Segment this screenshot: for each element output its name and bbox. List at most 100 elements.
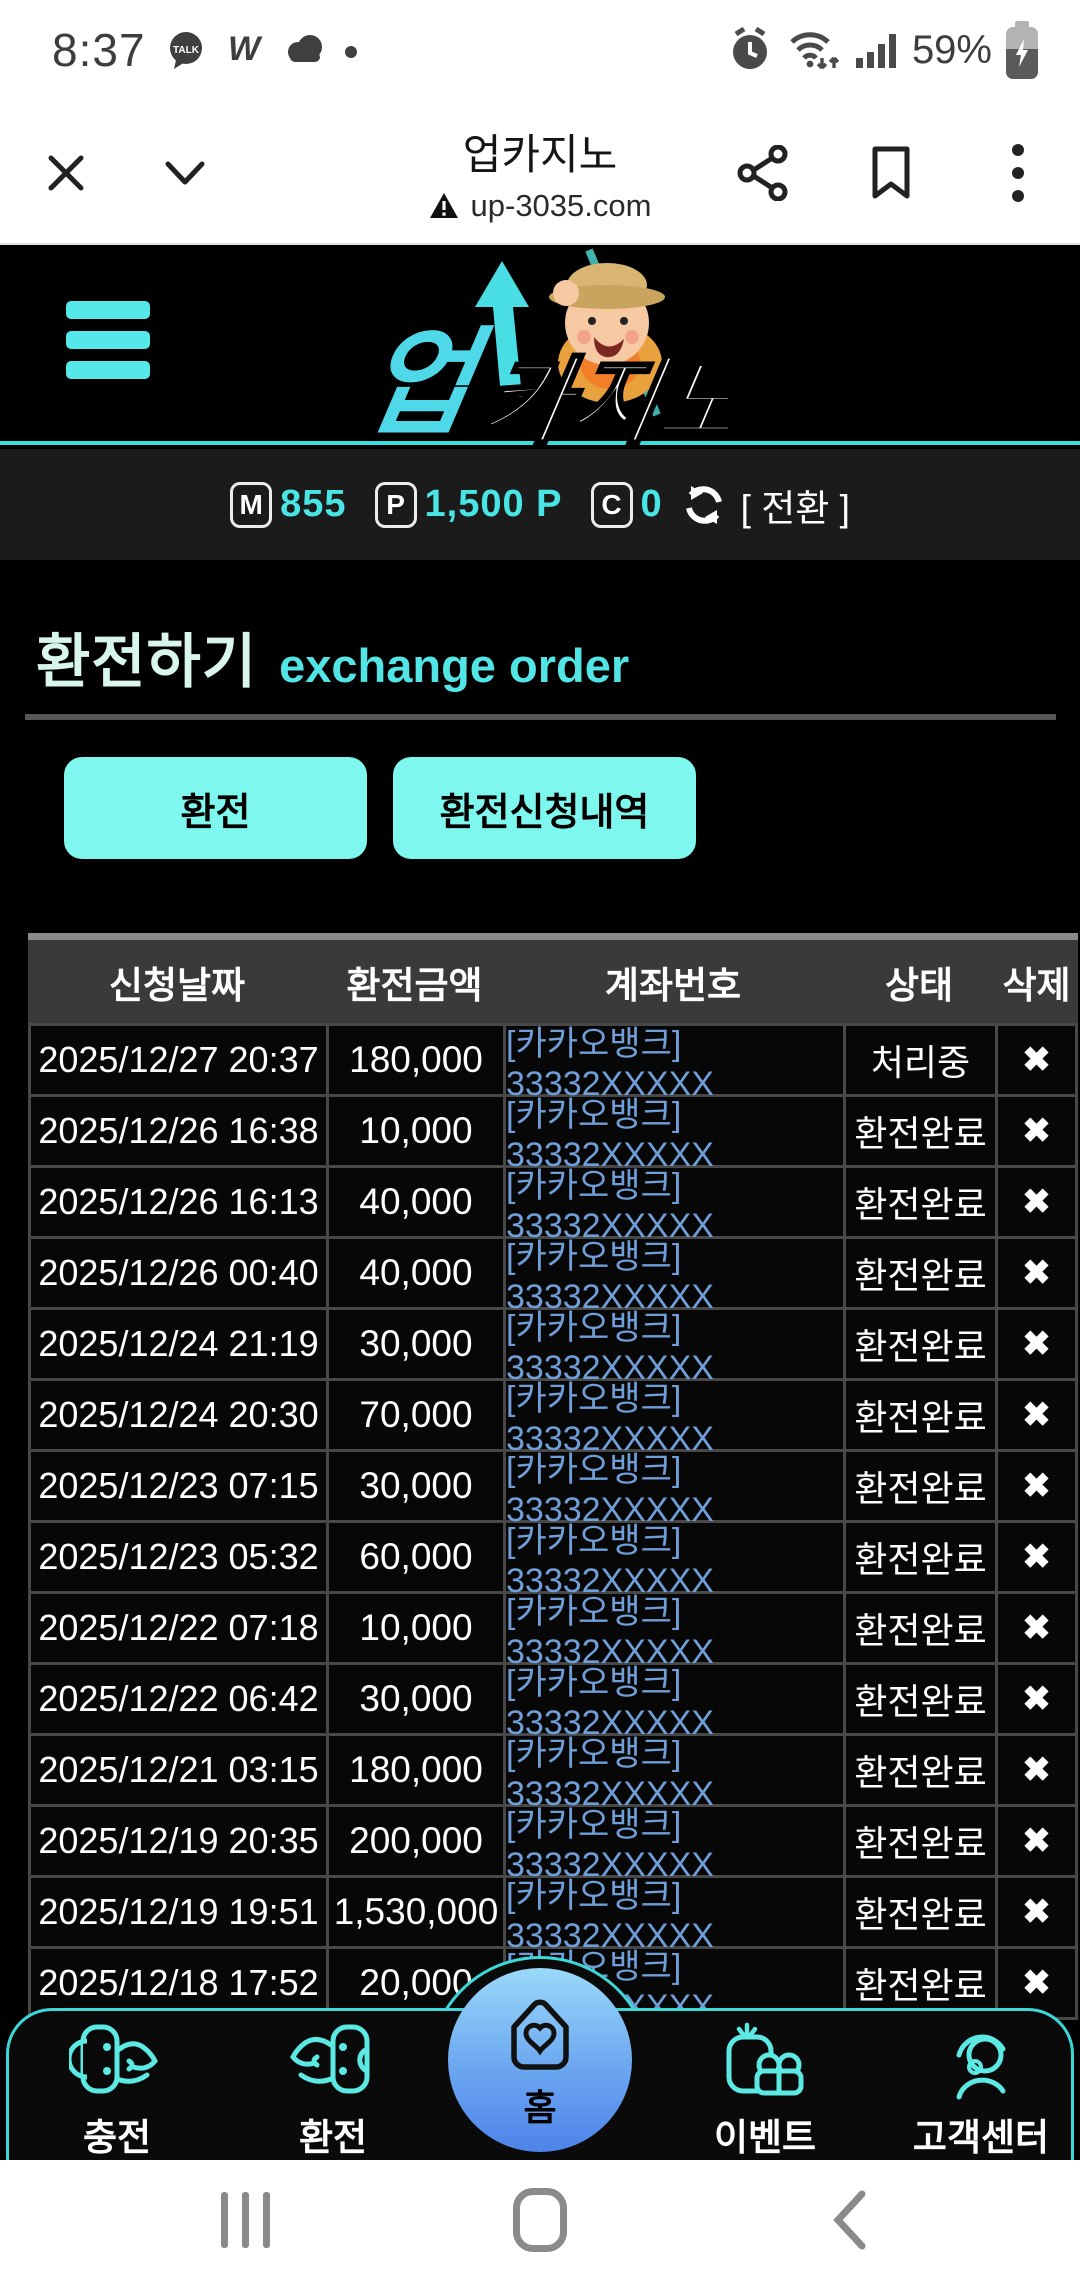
delete-row-button[interactable]: ✖ (995, 1523, 1075, 1591)
delete-row-button[interactable]: ✖ (995, 1878, 1075, 1946)
table-row: 2025/12/27 20:37 180,000 [카카오뱅크] 33332XX… (31, 1023, 1075, 1103)
share-icon (737, 144, 788, 201)
hamburger-menu-button[interactable] (66, 301, 150, 379)
point-balance: P 1,500 P (374, 481, 563, 528)
nav-item-deposit[interactable]: 충전 (37, 2021, 197, 2161)
notification-dot (344, 46, 357, 58)
cell-account-link[interactable]: [카카오뱅크] 33332XXXXX (503, 1877, 843, 1955)
w-app-icon: W (227, 30, 262, 68)
mascot-image (549, 248, 665, 417)
headset-person-icon (956, 2034, 1006, 2100)
cell-amount: 40,000 (326, 1239, 503, 1307)
cell-amount: 30,000 (326, 1452, 503, 1520)
cell-date: 2025/12/26 16:38 (31, 1097, 326, 1165)
exchange-history-button[interactable]: 환전신청내역 (393, 757, 696, 859)
recents-button[interactable] (190, 2160, 300, 2280)
table-row: 2025/12/26 00:40 40,000 [카카오뱅크] 33332XXX… (31, 1236, 1075, 1316)
cell-status: 환전완료 (843, 1594, 995, 1662)
android-navigation-bar (0, 2160, 1080, 2280)
balance-bar: M 855 P 1,500 P C 0 [ 전환 ] (0, 449, 1080, 560)
cell-amount: 1,530,000 (326, 1878, 503, 1946)
exchange-history-table: 신청날짜 환전금액 계좌번호 상태 삭제 2025/12/27 20:37 18… (28, 933, 1078, 2026)
cell-status: 환전완료 (843, 1523, 995, 1591)
page-title: 환전하기 exchange order (36, 614, 629, 699)
delete-row-button[interactable]: ✖ (995, 1736, 1075, 1804)
delete-row-button[interactable]: ✖ (995, 1097, 1075, 1165)
close-tab-button[interactable] (36, 100, 96, 245)
money-badge: M (230, 481, 273, 528)
share-button[interactable] (733, 100, 795, 245)
url-text: up-3035.com (470, 188, 652, 223)
cell-amount: 30,000 (326, 1665, 503, 1733)
delete-row-button[interactable]: ✖ (995, 1381, 1075, 1449)
cell-amount: 70,000 (326, 1381, 503, 1449)
signal-icon (855, 34, 896, 68)
close-icon (48, 155, 84, 190)
cell-account-link[interactable]: [카카오뱅크] 33332XXXXX (503, 1593, 843, 1671)
coupon-badge: C (590, 481, 633, 528)
delete-row-button[interactable]: ✖ (995, 1239, 1075, 1307)
bookmark-button[interactable] (860, 100, 922, 245)
nav-item-home[interactable]: 홈 (448, 1968, 632, 2152)
exchange-button[interactable]: 환전 (64, 757, 367, 859)
cell-account-link[interactable]: [카카오뱅크] 33332XXXXX (503, 1451, 843, 1529)
battery-percent: 59% (911, 27, 992, 72)
cell-status: 환전완료 (843, 1310, 995, 1378)
site-logo[interactable]: 업 카지노 (352, 245, 758, 457)
deposit-icon (69, 2024, 158, 2094)
delete-row-button[interactable]: ✖ (995, 1807, 1075, 1875)
collapse-button[interactable] (150, 100, 220, 245)
cell-account-link[interactable]: [카카오뱅크] 33332XXXXX (503, 1309, 843, 1387)
table-body: 2025/12/27 20:37 180,000 [카카오뱅크] 33332XX… (28, 1023, 1078, 2026)
cell-account-link[interactable]: [카카오뱅크] 33332XXXXX (503, 1522, 843, 1600)
cell-account-link[interactable]: [카카오뱅크] 33332XXXXX (503, 1167, 843, 1245)
coupon-balance: C 0 (590, 481, 663, 528)
nav-item-events[interactable]: 이벤트 (685, 2021, 845, 2161)
delete-row-button[interactable]: ✖ (995, 1452, 1075, 1520)
action-buttons: 환전 환전신청내역 (64, 757, 696, 859)
cell-account-link[interactable]: [카카오뱅크] 33332XXXXX (503, 1806, 843, 1884)
nav-item-support[interactable]: 고객센터 (901, 2021, 1061, 2161)
delete-row-button[interactable]: ✖ (995, 1594, 1075, 1662)
back-button[interactable] (795, 2160, 905, 2280)
cell-account-link[interactable]: [카카오뱅크] 33332XXXXX (503, 1664, 843, 1742)
warning-icon (429, 193, 458, 218)
money-balance: M 855 (230, 481, 346, 528)
logo-text-up: 업 (354, 318, 496, 445)
site-info[interactable]: 업카지노 up-3035.com (0, 100, 1080, 245)
refresh-icon[interactable] (681, 482, 727, 528)
cell-date: 2025/12/19 20:35 (31, 1807, 326, 1875)
table-row: 2025/12/21 03:15 180,000 [카카오뱅크] 33332XX… (31, 1733, 1075, 1813)
cell-account-link[interactable]: [카카오뱅크] 33332XXXXX (503, 1238, 843, 1316)
cell-account-link[interactable]: [카카오뱅크] 33332XXXXX (503, 1380, 843, 1458)
cell-date: 2025/12/18 17:52 (31, 1949, 326, 2017)
cell-amount: 10,000 (326, 1594, 503, 1662)
table-header-row: 신청날짜 환전금액 계좌번호 상태 삭제 (28, 940, 1078, 1023)
delete-row-button[interactable]: ✖ (995, 1310, 1075, 1378)
nav-item-exchange[interactable]: 환전 (253, 2021, 413, 2161)
delete-row-button[interactable]: ✖ (995, 1665, 1075, 1733)
cell-date: 2025/12/27 20:37 (31, 1026, 326, 1094)
cell-account-link[interactable]: [카카오뱅크] 33332XXXXX (503, 1096, 843, 1174)
convert-button[interactable]: [ 전환 ] (740, 487, 850, 529)
browser-menu-button[interactable] (990, 100, 1046, 245)
cell-status: 처리중 (843, 1026, 995, 1094)
cell-amount: 180,000 (326, 1026, 503, 1094)
table-row: 2025/12/24 21:19 30,000 [카카오뱅크] 33332XXX… (31, 1307, 1075, 1387)
cell-account-link[interactable]: [카카오뱅크] 33332XXXXX (503, 1735, 843, 1813)
col-header-account: 계좌번호 (604, 964, 742, 1006)
clock: 8:37 (52, 24, 146, 76)
cell-date: 2025/12/26 00:40 (31, 1239, 326, 1307)
delete-row-button[interactable]: ✖ (995, 1168, 1075, 1236)
cell-account-link[interactable]: [카카오뱅크] 33332XXXXX (503, 1025, 843, 1103)
delete-row-button[interactable]: ✖ (995, 1026, 1075, 1094)
home-button[interactable] (485, 2160, 595, 2280)
logo-image: 업 카지노 (354, 248, 758, 457)
table-row: 2025/12/26 16:38 10,000 [카카오뱅크] 33332XXX… (31, 1094, 1075, 1174)
delete-row-button[interactable]: ✖ (995, 1949, 1075, 2017)
browser-page-title: 업카지노 (462, 131, 618, 178)
cell-date: 2025/12/23 07:15 (31, 1452, 326, 1520)
battery-charging-icon (1006, 21, 1038, 79)
page-title-english: exchange order (279, 639, 630, 692)
page-title-korean: 환전하기 (36, 629, 258, 695)
